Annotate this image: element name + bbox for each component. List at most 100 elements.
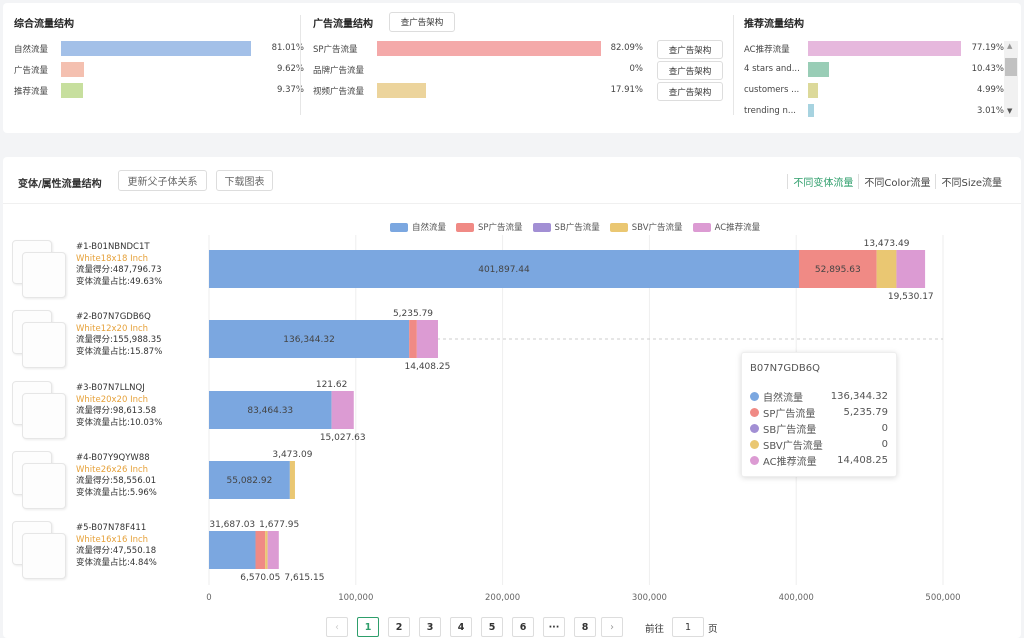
tooltip-title: B07N7GDB6Q	[750, 363, 820, 374]
legend-label: SBV广告流量	[631, 223, 683, 233]
page-button[interactable]: ···	[543, 617, 565, 637]
bar-segment[interactable]	[209, 531, 256, 569]
view-ad-structure-button[interactable]: 查广告架构	[657, 82, 723, 101]
page-suffix: 页	[708, 624, 718, 635]
variant-item[interactable]: #2-B07N7GDB6Q White12x20 Inch 流量得分:155,988…	[8, 308, 198, 374]
page-button[interactable]: 5	[481, 617, 503, 637]
product-image	[8, 379, 70, 441]
recommend-bar	[808, 41, 961, 56]
traffic-structure-card: 综合流量结构 自然流量 81.01% 广告流量 9.62% 推荐流量 9.37% 广告流量…	[3, 3, 1021, 133]
scroll-up-icon[interactable]: ▲	[1007, 42, 1013, 50]
traffic-percent: 9.62%	[276, 64, 304, 74]
ad-traffic-percent: 17.91%	[610, 85, 643, 95]
x-tick-label: 300,000	[632, 593, 667, 603]
page-button[interactable]: 2	[388, 617, 410, 637]
bar-value-label: 13,473.49	[864, 239, 910, 249]
x-tick-label: 100,000	[338, 593, 373, 603]
recommend-traffic-section: 推荐流量结构 AC推荐流量 77.19% 4 stars and... 10.43% c…	[744, 3, 1019, 123]
bar-segment[interactable]	[331, 391, 354, 429]
tooltip-row: SBV广告流量 0	[750, 436, 888, 452]
bar-segment[interactable]	[896, 250, 926, 288]
tooltip-row: SP广告流量 5,235.79	[750, 404, 888, 420]
legend-swatch	[532, 222, 551, 232]
tab-0[interactable]: 不同变体流量	[787, 174, 858, 189]
tooltip-row: 自然流量 136,344.32	[750, 388, 888, 404]
legend-item[interactable]: SBV广告流量	[609, 221, 683, 233]
legend-item[interactable]: SB广告流量	[532, 221, 600, 233]
next-page-button[interactable]: ›	[601, 617, 623, 637]
recommend-title: 推荐流量结构	[744, 19, 804, 30]
product-image	[8, 238, 70, 300]
prev-page-button[interactable]: ‹	[326, 617, 348, 637]
bar-segment[interactable]	[409, 320, 417, 358]
bar-value-label: 6,570.05	[240, 573, 280, 583]
traffic-score: 流量得分:155,988.35	[76, 335, 162, 345]
product-attribute: White20x20 Inch	[76, 394, 149, 405]
product-asin: #1-B01NBNDC1T	[76, 242, 150, 252]
product-asin: #2-B07N7GDB6Q	[76, 312, 151, 322]
series-dot-icon	[750, 423, 759, 433]
ad-title: 广告流量结构	[313, 19, 373, 30]
legend-item[interactable]: AC推荐流量	[692, 221, 760, 233]
x-tick-label: 500,000	[925, 593, 960, 603]
variant-item[interactable]: #5-B07N78F411 White16x16 Inch 流量得分:47,550.…	[8, 519, 198, 585]
bar-segment[interactable]	[267, 531, 279, 569]
page-button[interactable]: 6	[512, 617, 534, 637]
bar-segment[interactable]	[209, 320, 410, 358]
variant-share: 变体流量占比:49.63%	[76, 276, 163, 287]
bar-segment[interactable]	[289, 461, 295, 499]
view-ad-structure-button[interactable]: 查广告架构	[657, 61, 723, 80]
bar-value-label: 19,530.17	[888, 292, 934, 302]
bar-segment[interactable]	[209, 461, 290, 499]
traffic-bar	[61, 62, 84, 77]
variant-share: 变体流量占比:4.84%	[76, 557, 157, 568]
tab-2[interactable]: 不同Size流量	[935, 174, 1007, 189]
page-button[interactable]: 1	[357, 617, 379, 637]
series-dot-icon	[750, 391, 759, 401]
legend-swatch	[390, 222, 408, 232]
divider	[3, 203, 1021, 204]
recommend-label: 4 stars and...	[744, 64, 800, 74]
legend-swatch	[609, 222, 628, 232]
download-chart-button[interactable]: 下载图表	[216, 170, 273, 191]
series-dot-icon	[750, 455, 759, 465]
scrollbar[interactable]: ▲ ▼	[1004, 41, 1018, 117]
product-attribute: White12x20 Inch	[76, 323, 149, 334]
variant-item[interactable]: #3-B07N7LLNQJ White20x20 Inch 流量得分:98,613.…	[8, 379, 198, 445]
bar-segment[interactable]	[255, 531, 266, 569]
bar-segment[interactable]	[265, 531, 268, 569]
divider	[733, 15, 734, 115]
tab-1[interactable]: 不同Color流量	[858, 174, 935, 189]
page-button[interactable]: 4	[450, 617, 472, 637]
view-ad-structure-button[interactable]: 查广告架构	[657, 40, 723, 59]
bar-segment[interactable]	[416, 320, 438, 358]
scroll-down-icon[interactable]: ▼	[1007, 107, 1013, 115]
traffic-label: 广告流量	[14, 66, 49, 76]
page-button[interactable]: 3	[419, 617, 441, 637]
view-ad-structure-button[interactable]: 查广告架构	[389, 12, 455, 32]
variant-share: 变体流量占比:15.87%	[76, 346, 163, 357]
ad-traffic-percent: 0%	[629, 64, 644, 74]
bar-segment[interactable]	[209, 391, 332, 429]
page-button[interactable]: 8	[574, 617, 596, 637]
bar-value-label: 136,344.32	[283, 335, 335, 345]
divider	[300, 15, 301, 115]
variant-item[interactable]: #4-B07Y9QYW88 White26x26 Inch 流量得分:58,556.…	[8, 449, 198, 515]
recommend-label: trending n...	[744, 106, 796, 116]
legend-item[interactable]: 自然流量	[390, 221, 446, 233]
overall-title: 综合流量结构	[14, 19, 74, 30]
bar-segment[interactable]	[209, 250, 799, 288]
update-parent-child-button[interactable]: 更新父子体关系	[118, 170, 207, 191]
traffic-bar	[61, 83, 83, 98]
recommend-label: AC推荐流量	[744, 45, 790, 55]
goto-page-input[interactable]: 1	[672, 617, 704, 637]
tooltip-row: AC推荐流量 14,408.25	[750, 452, 888, 468]
bar-segment[interactable]	[798, 250, 877, 288]
scrollbar-thumb[interactable]	[1005, 58, 1017, 76]
chart-tooltip: B07N7GDB6Q 自然流量 136,344.32 SP广告流量 5,235.79 S…	[741, 352, 897, 477]
tooltip-label: SBV广告流量	[763, 440, 823, 452]
bar-segment[interactable]	[876, 250, 897, 288]
legend-item[interactable]: SP广告流量	[456, 221, 523, 233]
bar-value-label: 3,473.09	[272, 450, 312, 460]
variant-item[interactable]: #1-B01NBNDC1T White18x18 Inch 流量得分:487,796…	[8, 238, 198, 304]
